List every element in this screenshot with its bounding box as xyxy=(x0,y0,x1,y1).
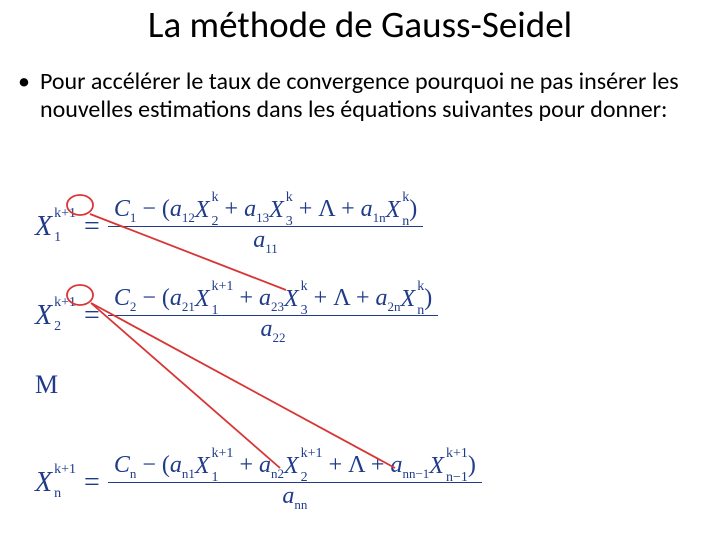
equals-sign: = xyxy=(84,300,100,332)
slide-title: La méthode de Gauss-Seidel xyxy=(0,2,720,47)
eq2-lhs-sub: 2 xyxy=(54,320,76,334)
eqn-lhs-var: X xyxy=(35,467,52,499)
equals-sign: = xyxy=(84,467,100,499)
eq2-lhs-var: X xyxy=(35,300,52,332)
equation-n: X k+1 n = Cn − (an1Xk+11 + an2Xk+12 + Λ … xyxy=(35,452,482,513)
eq1-lhs-sup: k+1 xyxy=(54,207,76,221)
equals-sign: = xyxy=(84,211,100,243)
body-text: • Pour accélérer le taux de convergence … xyxy=(18,68,698,125)
eq2-denominator: a22 xyxy=(255,316,292,346)
eq1-numerator: C1 − (a12Xk2 + a13Xk3 + Λ + a1nXkn) xyxy=(108,196,423,226)
eqn-denominator: ann xyxy=(276,483,313,513)
eq1-lhs-var: X xyxy=(35,211,52,243)
eqn-numerator: Cn − (an1Xk+11 + an2Xk+12 + Λ + ann−1Xk+… xyxy=(108,452,482,482)
eqn-lhs-sub: n xyxy=(54,487,76,501)
bullet-text: Pour accélérer le taux de convergence po… xyxy=(40,68,698,125)
eq2-numerator: C2 − (a21Xk+11 + a23Xk3 + Λ + a2nXkn) xyxy=(108,285,438,315)
slide: La méthode de Gauss-Seidel • Pour accélé… xyxy=(0,0,720,540)
equation-2: X k+1 2 = C2 − (a21Xk+11 + a23Xk3 + Λ + … xyxy=(35,285,438,346)
vertical-ellipsis: M xyxy=(35,370,58,400)
equation-1: X k+1 1 = C1 − (a12Xk2 + a13Xk3 + Λ + a1… xyxy=(35,196,423,257)
equations-area: X k+1 1 = C1 − (a12Xk2 + a13Xk3 + Λ + a1… xyxy=(35,190,675,520)
eq1-denominator: a11 xyxy=(247,227,284,257)
bullet-item: • Pour accélérer le taux de convergence … xyxy=(18,68,698,125)
eq1-lhs-sub: 1 xyxy=(54,231,76,245)
eq2-lhs-sup: k+1 xyxy=(54,296,76,310)
bullet-dot: • xyxy=(18,68,30,96)
eqn-lhs-sup: k+1 xyxy=(54,463,76,477)
